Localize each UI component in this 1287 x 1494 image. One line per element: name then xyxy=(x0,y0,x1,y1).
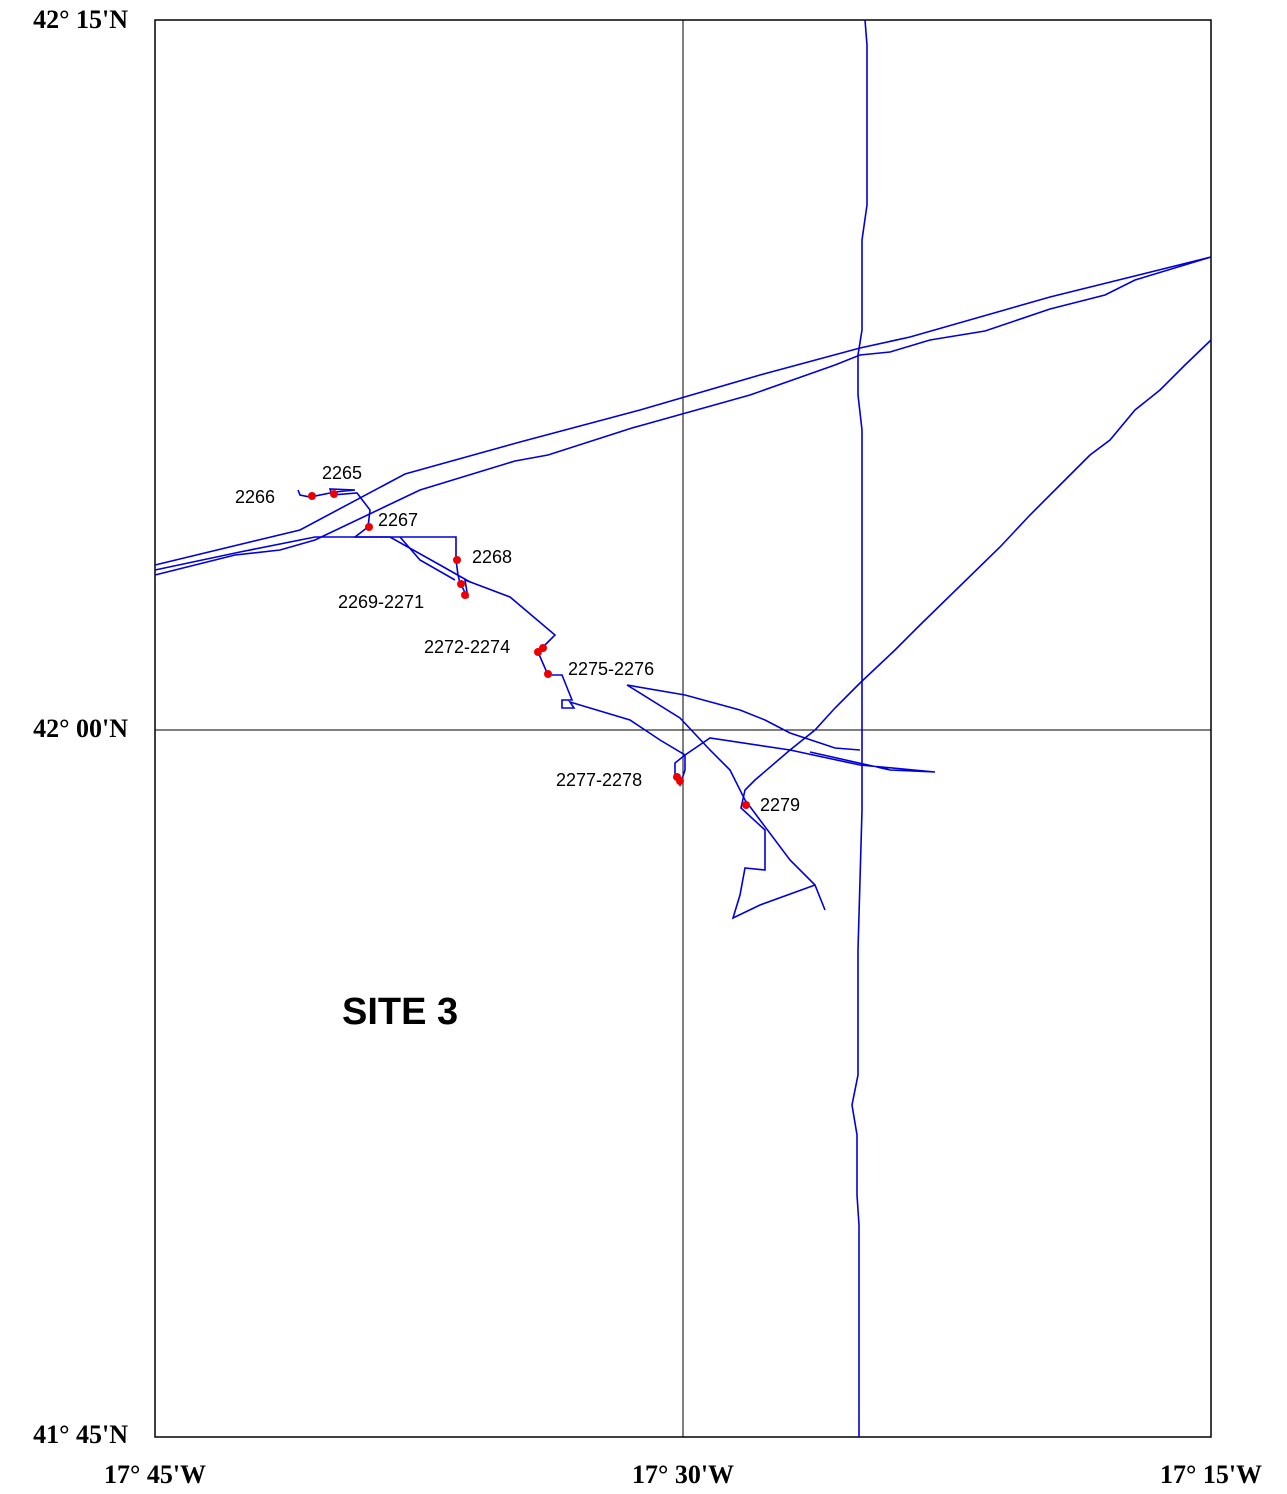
lat-label: 41° 45'N xyxy=(33,1420,128,1449)
station-label: 2277-2278 xyxy=(556,770,642,790)
station-label: 2269-2271 xyxy=(338,592,424,612)
station-dot xyxy=(365,523,373,531)
station-dot xyxy=(539,644,547,652)
station-dot xyxy=(308,492,316,500)
ship-tracks xyxy=(154,19,1212,1437)
track xyxy=(626,684,861,751)
station-dot xyxy=(453,556,461,564)
station-label: 2266 xyxy=(235,487,275,507)
lon-label: 17° 15'W xyxy=(1160,1460,1262,1489)
stations: 2265 2266 2267 2268 2269-2271 2272-2274 … xyxy=(235,463,800,815)
track xyxy=(154,256,1212,566)
station-dot xyxy=(330,490,338,498)
station-label: 2265 xyxy=(322,463,362,483)
lon-label: 17° 30'W xyxy=(632,1460,734,1489)
lon-label: 17° 45'W xyxy=(104,1460,206,1489)
lat-label: 42° 15'N xyxy=(33,5,128,34)
station-dot xyxy=(461,591,469,599)
station-dot xyxy=(544,670,552,678)
track xyxy=(626,684,816,886)
station-label: 2267 xyxy=(378,510,418,530)
track xyxy=(154,256,1212,576)
site-label: SITE 3 xyxy=(342,991,458,1033)
track xyxy=(851,19,868,1437)
track xyxy=(399,536,456,581)
station-label: 2272-2274 xyxy=(424,637,510,657)
track xyxy=(154,536,471,583)
station-label: 2275-2276 xyxy=(568,659,654,679)
station-label: 2279 xyxy=(760,795,800,815)
station-dot xyxy=(742,801,750,809)
track xyxy=(297,488,936,788)
station-dot xyxy=(457,580,465,588)
lat-label: 42° 00'N xyxy=(33,714,128,743)
station-label: 2268 xyxy=(472,547,512,567)
track xyxy=(731,339,1212,920)
station-dot xyxy=(676,777,684,785)
